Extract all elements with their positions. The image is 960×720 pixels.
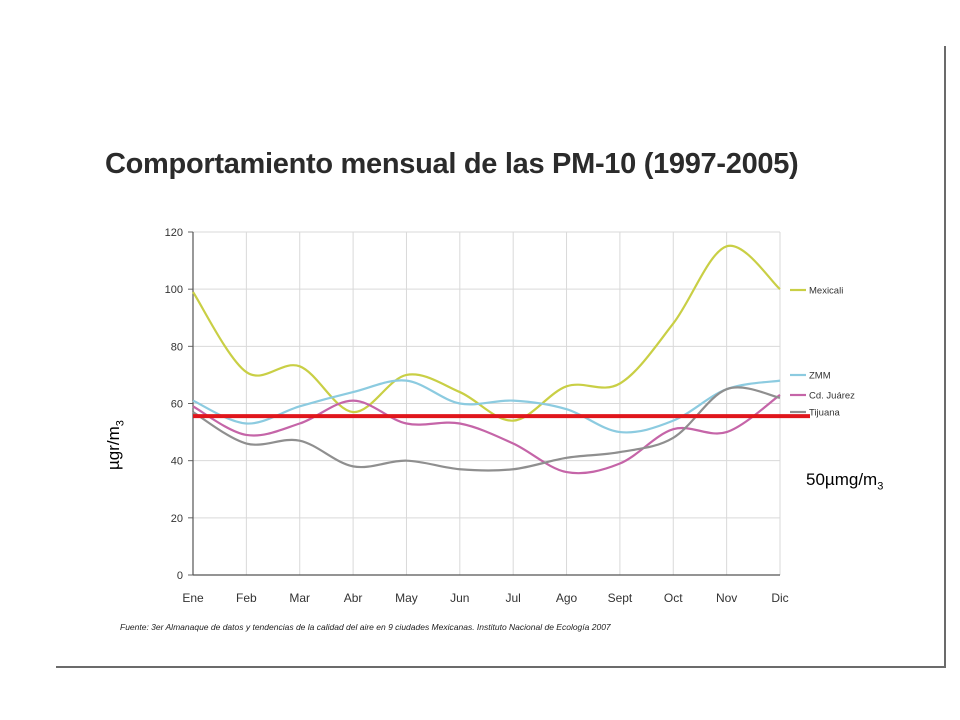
chart-axes [188, 231, 780, 576]
legend-label-zmm: ZMM [809, 371, 831, 382]
chart-grid [192, 231, 781, 576]
x-tick-label: Ene [182, 591, 204, 605]
chart-tick-labels: 0 20 40 60 80 100 120 Ene Feb Mar Abr May Jun Jul Ago S… [165, 227, 789, 605]
x-tick-label: Feb [236, 591, 257, 605]
y-tick-label: 80 [171, 341, 183, 353]
series-line-zmm [192, 379, 781, 434]
frame-bottom-border [56, 666, 946, 668]
frame-right-border [944, 46, 946, 668]
x-tick-label: May [395, 591, 418, 605]
x-tick-label: Sept [608, 591, 633, 605]
legend-label-mexicali: Mexicali [809, 286, 843, 297]
y-tick-label: 20 [171, 513, 183, 525]
series-line-juarez [192, 394, 781, 475]
x-tick-label: Oct [664, 591, 683, 605]
y-tick-label: 40 [171, 456, 183, 468]
y-tick-label: 120 [165, 227, 183, 239]
legend-label-juarez: Cd. Juárez [809, 391, 855, 402]
y-axis-label-main: µgr/m [104, 426, 123, 470]
x-tick-label: Nov [716, 591, 737, 605]
chart-title: Comportamiento mensual de las PM-10 (199… [105, 148, 799, 180]
y-axis-label: µgr/m3 [104, 420, 126, 470]
threshold-label-sub: 3 [877, 480, 884, 493]
legend-label-tijuana: Tijuana [809, 408, 841, 419]
x-tick-label: Abr [344, 591, 363, 605]
y-tick-label: 100 [165, 284, 183, 296]
y-tick-label: 0 [177, 570, 183, 582]
x-tick-label: Dic [771, 591, 788, 605]
y-tick-label: 60 [171, 399, 183, 411]
x-tick-label: Jun [450, 591, 469, 605]
y-axis-label-sub: 3 [114, 420, 127, 427]
series-line-tijuana [192, 386, 781, 472]
x-tick-label: Jul [506, 591, 521, 605]
threshold-label: 50µmg/m3 [806, 470, 883, 492]
source-note: Fuente: 3er Almanaque de datos y tendenc… [120, 622, 611, 632]
threshold-label-main: 50µmg/m [806, 470, 878, 489]
chart-legend: Mexicali ZMM Cd. Juárez Tijuana [790, 286, 855, 419]
series-line-mexicali [192, 244, 781, 422]
chart-series [192, 244, 781, 475]
x-tick-label: Ago [556, 591, 578, 605]
x-tick-label: Mar [289, 591, 310, 605]
